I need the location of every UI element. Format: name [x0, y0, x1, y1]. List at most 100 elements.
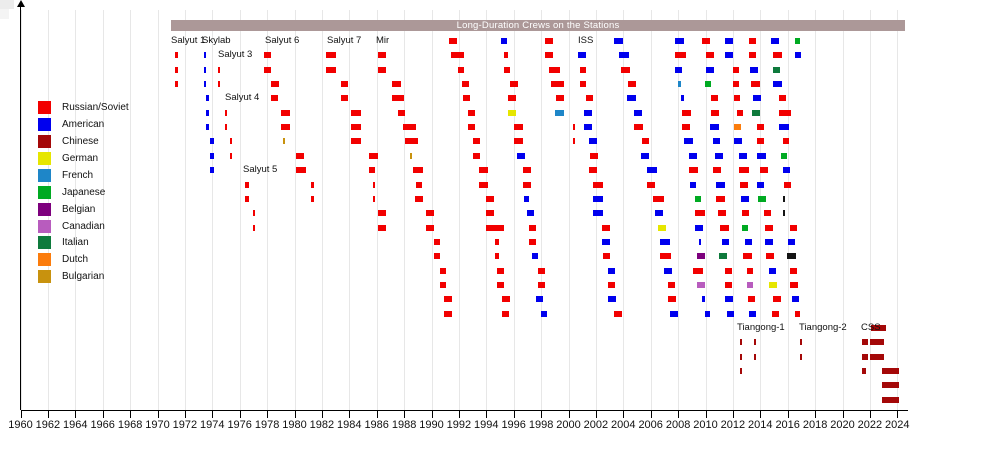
- crew-bar: [550, 81, 564, 88]
- crew-bar: [748, 310, 757, 317]
- crew-bar: [646, 167, 657, 174]
- axis-tick-label: 1988: [391, 419, 417, 431]
- crew-bar: [654, 210, 663, 217]
- crew-bar: [683, 138, 694, 145]
- axis-tick: [349, 410, 351, 418]
- crew-bar: [862, 368, 866, 375]
- crew-bar: [603, 253, 611, 260]
- crew-bar: [585, 95, 594, 102]
- crew-bar: [536, 296, 544, 303]
- axis-tick-label: 1996: [501, 419, 526, 431]
- legend-label: Canadian: [62, 220, 105, 232]
- axis-tick: [760, 410, 762, 418]
- crew-bar: [739, 339, 743, 346]
- crew-bar: [443, 310, 453, 317]
- crew-bar: [310, 181, 315, 188]
- crew-bar: [326, 52, 337, 59]
- axis-tick: [431, 410, 433, 418]
- crew-bar: [528, 224, 537, 231]
- crew-bar: [660, 253, 672, 260]
- crew-bar: [280, 124, 290, 131]
- crew-bar: [378, 224, 387, 231]
- crew-bar: [862, 339, 868, 346]
- title-bar: Long-Duration Crews on the Stations: [171, 20, 905, 31]
- crew-bar: [646, 181, 656, 188]
- axis-tick-label: 1966: [90, 419, 115, 431]
- gridline: [623, 10, 625, 410]
- crew-bar: [209, 167, 214, 174]
- crew-bar: [175, 81, 178, 88]
- crew-bar: [584, 124, 593, 131]
- crew-bar: [514, 124, 523, 131]
- crew-bar: [472, 138, 481, 145]
- legend-swatch-icon: [38, 168, 51, 182]
- crew-bar: [602, 224, 610, 231]
- crew-bar: [500, 38, 508, 44]
- crew-bar: [434, 253, 441, 260]
- gridline: [267, 10, 269, 410]
- crew-bar: [378, 52, 387, 59]
- gridline: [705, 10, 707, 410]
- legend-swatch-icon: [38, 117, 51, 131]
- crew-bar: [782, 138, 790, 145]
- legend-swatch-icon: [38, 253, 51, 267]
- crew-bar: [739, 152, 747, 159]
- crew-bar: [748, 38, 757, 44]
- crew-bar: [607, 296, 617, 303]
- x-axis: [20, 410, 908, 411]
- gridline: [787, 10, 789, 410]
- crew-bar: [694, 210, 705, 217]
- crew-bar: [264, 52, 272, 59]
- legend-label: Italian: [62, 237, 89, 249]
- axis-tick: [568, 410, 570, 418]
- axis-tick-label: 2008: [665, 419, 691, 431]
- crew-bar: [657, 224, 666, 231]
- crew-bar: [416, 181, 422, 188]
- gridline: [294, 10, 296, 410]
- crew-bar: [713, 167, 722, 174]
- crew-bar: [486, 210, 495, 217]
- crew-bar: [510, 81, 518, 88]
- axis-tick-label: 2012: [720, 419, 746, 431]
- crew-bar: [271, 81, 280, 88]
- crew-bar: [397, 109, 406, 116]
- crew-bar: [752, 109, 760, 116]
- crew-bar: [794, 310, 801, 317]
- axis-tick-label: 1972: [172, 419, 198, 431]
- station-label-iss: ISS: [578, 35, 594, 46]
- axis-tick-label: 2004: [611, 419, 636, 431]
- crew-bar: [759, 167, 768, 174]
- axis-tick-label: 1980: [282, 419, 307, 431]
- legend-item-japanese: Japanese: [38, 185, 105, 199]
- crew-bar: [702, 38, 710, 44]
- crew-bar: [494, 238, 499, 245]
- crew-bar: [754, 339, 757, 346]
- crew-bar: [744, 238, 753, 245]
- crew-bar: [391, 81, 401, 88]
- crew-bar: [779, 95, 787, 102]
- crew-bar: [280, 109, 290, 116]
- crew-bar: [881, 396, 900, 403]
- station-label-salyut-5: Salyut 5: [243, 164, 278, 176]
- crew-bar: [528, 238, 537, 245]
- legend-item-german: German: [38, 151, 98, 165]
- axis-tick: [705, 410, 707, 418]
- crew-bar: [766, 253, 774, 260]
- legend-label: French: [62, 169, 94, 181]
- crew-bar: [310, 195, 315, 202]
- axis-tick: [595, 410, 597, 418]
- crew-bar: [794, 38, 801, 44]
- crew-bar: [580, 81, 587, 88]
- y-axis: [20, 6, 21, 410]
- crew-bar: [689, 167, 698, 174]
- crew-bar: [724, 267, 733, 274]
- gridline: [541, 10, 543, 410]
- crew-bar: [549, 66, 560, 73]
- axis-tick-label: 1962: [35, 419, 61, 431]
- gridline: [431, 10, 433, 410]
- crew-bar: [439, 281, 446, 288]
- legend-item-dutch: Dutch: [38, 253, 88, 267]
- crew-bar: [773, 66, 781, 73]
- crew-bar: [716, 181, 726, 188]
